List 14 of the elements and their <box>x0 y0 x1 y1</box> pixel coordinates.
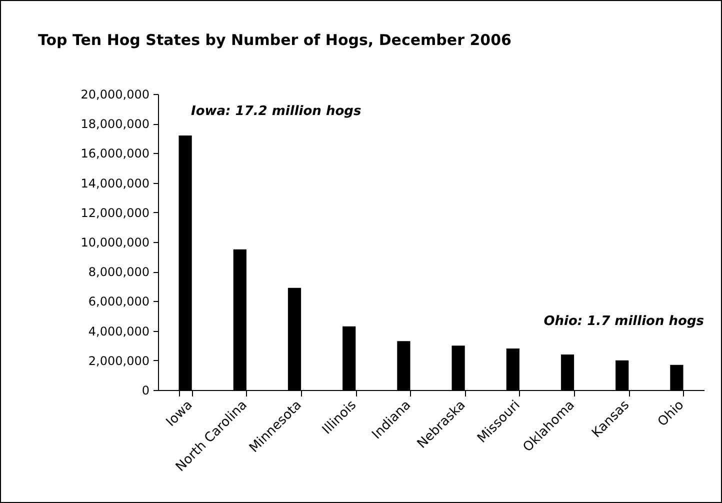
y-tick-label: 12,000,000 <box>80 206 150 220</box>
y-tick-label: 14,000,000 <box>80 176 150 190</box>
y-tick-label: 8,000,000 <box>88 265 150 280</box>
y-tick-label: 6,000,000 <box>88 294 150 309</box>
y-tick-label: 10,000,000 <box>80 236 150 250</box>
y-tick-label: 2,000,000 <box>88 354 150 368</box>
y-tick-label: 16,000,000 <box>80 146 150 161</box>
y-tick-label: 20,000,000 <box>80 88 150 102</box>
chart-title: Top Ten Hog States by Number of Hogs, December 2006 <box>38 31 512 49</box>
y-tick-label: 4,000,000 <box>88 324 150 338</box>
y-tick-label: 18,000,000 <box>80 117 150 132</box>
annotation: Iowa: 17.2 million hogs <box>191 104 362 119</box>
annotation: Ohio: 1.7 million hogs <box>544 314 704 329</box>
y-tick-label: 0 <box>142 384 150 398</box>
